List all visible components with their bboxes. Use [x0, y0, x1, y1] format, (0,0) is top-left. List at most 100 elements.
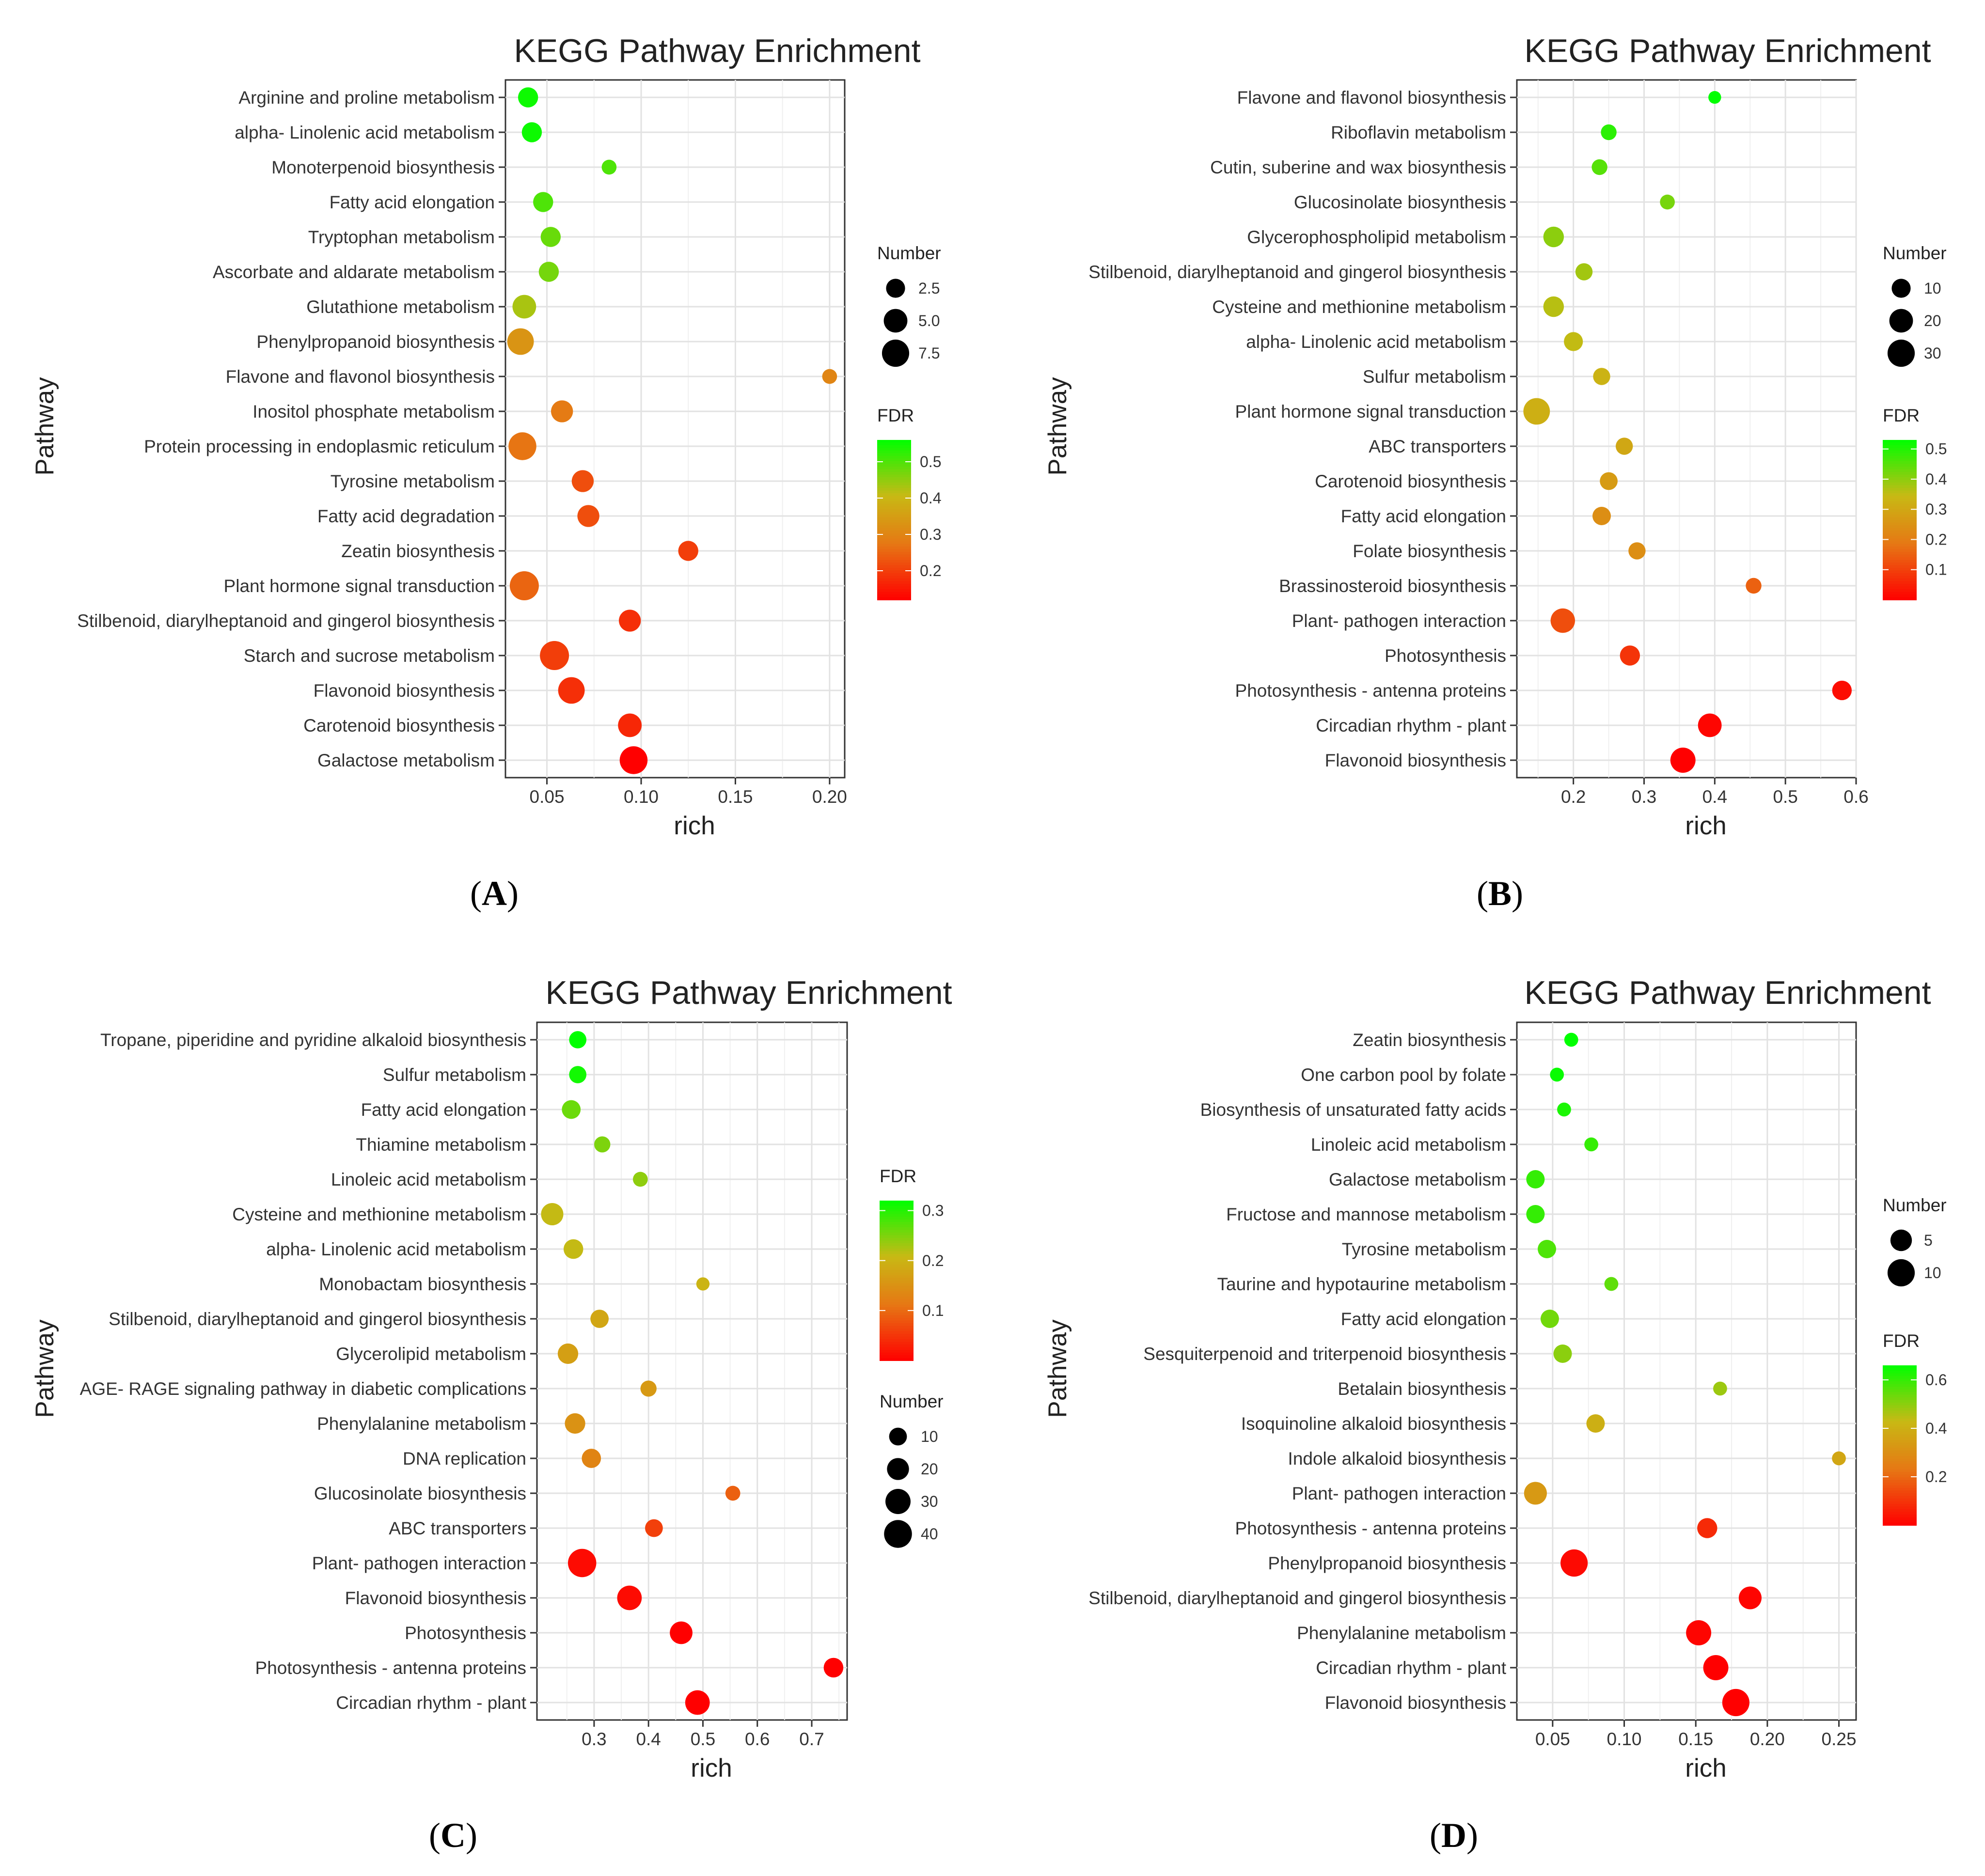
- fdr-gradient-segment: [877, 445, 911, 449]
- fdr-gradient-segment: [877, 578, 911, 582]
- panel-letter-close-paren: ): [507, 874, 519, 913]
- fdr-gradient-segment: [1883, 1453, 1917, 1456]
- pathway-label: Flavonoid biosynthesis: [345, 1588, 526, 1608]
- fdr-gradient-segment: [880, 1347, 914, 1350]
- fdr-gradient-segment: [1883, 442, 1917, 446]
- fdr-gradient-segment: [1883, 1445, 1917, 1449]
- fdr-gradient-segment: [1883, 1488, 1917, 1491]
- data-point: [1526, 1205, 1545, 1223]
- pathway-label: Galactose metabolism: [317, 750, 495, 770]
- plot-area: [1516, 1021, 1857, 1721]
- fdr-gradient-segment: [880, 1246, 914, 1249]
- fdr-gradient-segment: [877, 533, 911, 536]
- fdr-gradient-segment: [1883, 1472, 1917, 1475]
- pathway-label: Photosynthesis - antenna proteins: [1235, 1518, 1506, 1538]
- fdr-gradient-segment: [880, 1326, 914, 1329]
- fdr-gradient-segment: [1883, 1493, 1917, 1497]
- fdr-gradient-segment: [1883, 538, 1917, 542]
- fdr-gradient-segment: [1883, 584, 1917, 587]
- plot-area: [1516, 79, 1857, 779]
- fdr-gradient-segment: [1883, 1490, 1917, 1494]
- pathway-label: Carotenoid biosynthesis: [1315, 471, 1506, 491]
- fdr-gradient-segment: [880, 1235, 914, 1238]
- size-legend-circle: [1891, 279, 1911, 298]
- fdr-gradient-segment: [1883, 1442, 1917, 1446]
- fdr-gradient-segment: [1883, 565, 1917, 568]
- fdr-gradient-segment: [1883, 1368, 1917, 1371]
- size-legend-title: Number: [877, 243, 941, 263]
- fdr-gradient-segment: [880, 1302, 914, 1305]
- fdr-gradient-segment: [877, 541, 911, 545]
- size-legend-title: Number: [1883, 1195, 1947, 1215]
- fdr-gradient-segment: [880, 1350, 914, 1353]
- pathway-label: Sesquiterpenoid and triterpenoid biosynt…: [1143, 1344, 1506, 1364]
- fdr-gradient-segment: [1883, 517, 1917, 520]
- chart-title: KEGG Pathway Enrichment: [1524, 974, 1931, 1011]
- fdr-gradient-segment: [877, 568, 911, 571]
- data-point: [619, 746, 648, 774]
- size-legend-label: 20: [921, 1460, 938, 1478]
- fdr-gradient-segment: [877, 480, 911, 483]
- fdr-gradient-segment: [1883, 536, 1917, 539]
- pathway-label: Plant- pathogen interaction: [312, 1553, 526, 1573]
- x-tick-label: 0.6: [1843, 787, 1868, 807]
- fdr-gradient-segment: [877, 592, 911, 595]
- pathway-label: ABC transporters: [389, 1518, 526, 1538]
- pathway-label: Zeatin biosynthesis: [341, 541, 495, 561]
- pathway-label: Flavonoid biosynthesis: [1325, 1693, 1506, 1713]
- fdr-gradient-segment: [877, 512, 911, 515]
- fdr-gradient-segment: [1883, 464, 1917, 467]
- fdr-legend-label: 0.2: [920, 562, 941, 579]
- fdr-gradient-segment: [1883, 1456, 1917, 1459]
- fdr-gradient-segment: [1883, 1501, 1917, 1504]
- fdr-gradient-segment: [1883, 493, 1917, 497]
- fdr-gradient-segment: [1883, 1419, 1917, 1422]
- fdr-gradient-segment: [1883, 1389, 1917, 1392]
- fdr-gradient-segment: [877, 496, 911, 499]
- pathway-label: Indole alkaloid biosynthesis: [1288, 1449, 1506, 1469]
- fdr-gradient-segment: [1883, 1440, 1917, 1443]
- pathway-label: Stilbenoid, diarylheptanoid and gingerol…: [1088, 262, 1506, 282]
- fdr-gradient-segment: [1883, 1429, 1917, 1433]
- pathway-label: Fatty acid elongation: [330, 192, 495, 212]
- panel-letter: (C): [429, 1816, 477, 1855]
- plot-area: [504, 79, 846, 779]
- fdr-gradient-segment: [877, 528, 911, 531]
- fdr-gradient-segment: [880, 1201, 914, 1204]
- pathway-label: alpha- Linolenic acid metabolism: [1246, 332, 1506, 352]
- pathway-label: Starch and sucrose metabolism: [244, 646, 495, 666]
- fdr-gradient-segment: [1883, 1515, 1917, 1518]
- fdr-gradient-segment: [1883, 1426, 1917, 1430]
- data-point: [1557, 1102, 1571, 1117]
- pathway-label: Photosynthesis: [405, 1623, 526, 1643]
- fdr-gradient-segment: [1883, 485, 1917, 488]
- fdr-gradient-segment: [880, 1206, 914, 1209]
- pathway-label: Tyrosine metabolism: [1342, 1239, 1506, 1259]
- fdr-gradient-segment: [880, 1262, 914, 1265]
- data-point: [538, 262, 559, 282]
- fdr-gradient-segment: [1883, 1469, 1917, 1472]
- fdr-gradient-segment: [877, 581, 911, 584]
- fdr-gradient-segment: [880, 1318, 914, 1321]
- x-axis-title: rich: [674, 812, 715, 840]
- data-point: [1713, 1381, 1727, 1396]
- data-point: [540, 227, 561, 247]
- fdr-gradient-segment: [880, 1259, 914, 1263]
- pathway-label: Linoleic acid metabolism: [331, 1170, 526, 1189]
- x-tick-label: 0.7: [799, 1729, 824, 1749]
- fdr-gradient-segment: [877, 488, 911, 491]
- fdr-gradient-segment: [880, 1288, 914, 1292]
- fdr-legend-title: FDR: [1883, 1331, 1920, 1351]
- fdr-gradient-segment: [1883, 1522, 1917, 1526]
- fdr-gradient-segment: [877, 584, 911, 587]
- pathway-label: Stilbenoid, diarylheptanoid and gingerol…: [1088, 1588, 1506, 1608]
- fdr-gradient-segment: [1883, 490, 1917, 494]
- fdr-gradient-segment: [880, 1278, 914, 1281]
- fdr-gradient-segment: [877, 570, 911, 574]
- fdr-legend-label: 0.4: [920, 489, 941, 507]
- fdr-gradient-segment: [880, 1256, 914, 1260]
- pathway-label: Photosynthesis - antenna proteins: [255, 1658, 526, 1678]
- pathway-label: Tryptophan metabolism: [308, 227, 495, 247]
- data-point: [1550, 608, 1575, 633]
- data-point: [551, 400, 573, 422]
